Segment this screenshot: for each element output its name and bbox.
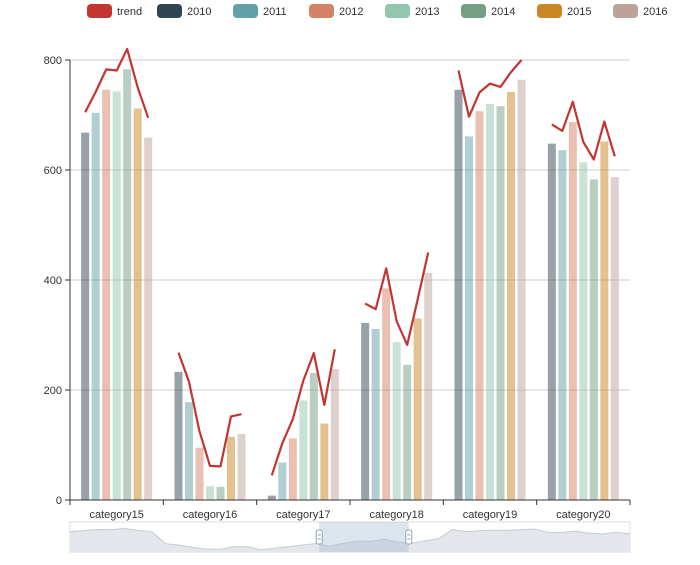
x-tick-label: category15 [89, 509, 143, 521]
zoom-handle-grip[interactable] [405, 529, 413, 545]
legend-item[interactable]: 2014 [461, 4, 515, 18]
bar [185, 402, 193, 500]
bar [403, 364, 412, 500]
legend-swatch [537, 4, 562, 18]
legend-item[interactable]: 2015 [537, 4, 591, 18]
bar [123, 69, 132, 500]
legend-label: 2011 [263, 6, 287, 18]
bar [547, 143, 556, 500]
bar [475, 111, 484, 501]
bar [330, 369, 339, 500]
bar [610, 177, 619, 500]
x-tick-label: category18 [369, 509, 423, 521]
y-tick-label: 600 [44, 165, 62, 177]
legend-item[interactable]: 2011 [233, 4, 287, 18]
legend-label: 2016 [643, 6, 667, 18]
bar [589, 179, 598, 500]
bar [206, 486, 214, 500]
trend-line [364, 252, 430, 346]
bar [486, 104, 494, 500]
legend-swatch [613, 4, 638, 18]
legend[interactable]: trend 2010 2011 2012 2013 2014 2015 2016 [87, 4, 667, 18]
legend-item[interactable]: 2012 [309, 4, 363, 18]
legend-swatch [461, 4, 486, 18]
bar [392, 342, 401, 500]
bar [112, 91, 121, 500]
trend-line [457, 59, 523, 118]
bar [579, 162, 588, 501]
legend-item[interactable]: 2010 [157, 4, 211, 18]
grid-lines [70, 59, 630, 391]
bar [413, 318, 422, 500]
bar [278, 462, 287, 500]
trend-line [270, 349, 336, 476]
bar [496, 106, 505, 500]
bar [299, 400, 308, 500]
trend-lines [84, 47, 616, 476]
legend-swatch [233, 4, 258, 18]
zoom-preview-area [70, 528, 630, 552]
data-zoom-slider[interactable] [69, 521, 631, 553]
legend-label: 2014 [491, 6, 515, 18]
y-tick-label: 800 [44, 55, 62, 67]
x-tick-label: category20 [556, 509, 610, 521]
bar [371, 328, 380, 500]
bar [174, 371, 183, 500]
bar [454, 89, 463, 500]
legend-item[interactable]: 2013 [385, 4, 439, 18]
bar [361, 322, 370, 500]
legend-label: 2013 [415, 6, 439, 18]
legend-label: 2015 [567, 6, 591, 18]
bar [558, 150, 567, 500]
bar [507, 91, 515, 501]
x-tick-label: category19 [463, 509, 517, 521]
legend-item[interactable]: trend [87, 4, 142, 18]
bar [288, 438, 297, 500]
zoom-handle-end[interactable] [405, 529, 413, 545]
bar [133, 108, 142, 501]
zoom-handle-start[interactable] [315, 529, 323, 545]
zoom-selected-range[interactable] [319, 522, 409, 552]
bar [81, 132, 90, 500]
bar [227, 436, 235, 500]
bar [320, 423, 329, 500]
legend-label: trend [117, 6, 142, 18]
legend-item[interactable]: 2016 [613, 4, 667, 18]
bar [102, 89, 111, 500]
y-tick-label: 0 [56, 495, 62, 507]
bar [600, 141, 609, 500]
trend-line [551, 100, 616, 161]
bar [91, 112, 100, 501]
bar [465, 136, 473, 500]
bar [424, 272, 433, 500]
legend-label: 2012 [339, 6, 363, 18]
y-tick-label: 200 [44, 385, 62, 397]
zoom-preview-line [69, 527, 631, 551]
bars [81, 69, 619, 501]
bar [267, 495, 276, 500]
x-tick-label: category16 [183, 509, 237, 521]
bar [144, 137, 153, 501]
legend-label: 2010 [187, 6, 211, 18]
trend-line [84, 47, 150, 119]
bar [517, 79, 526, 501]
zoom-handle-grip[interactable] [315, 529, 323, 545]
y-tick-label: 400 [44, 275, 62, 287]
bar [237, 434, 246, 500]
x-tick-label: category17 [276, 509, 330, 521]
bar [309, 372, 318, 500]
bar [382, 288, 391, 500]
bar [568, 122, 577, 501]
axes: 0 200 400 600 800 category15 category16 categor… [44, 55, 631, 521]
trend-line [177, 352, 242, 468]
legend-swatch [87, 4, 112, 18]
bar [216, 486, 225, 500]
legend-swatch [385, 4, 410, 18]
bar [195, 447, 204, 500]
legend-swatch [309, 4, 334, 18]
legend-swatch [157, 4, 182, 18]
